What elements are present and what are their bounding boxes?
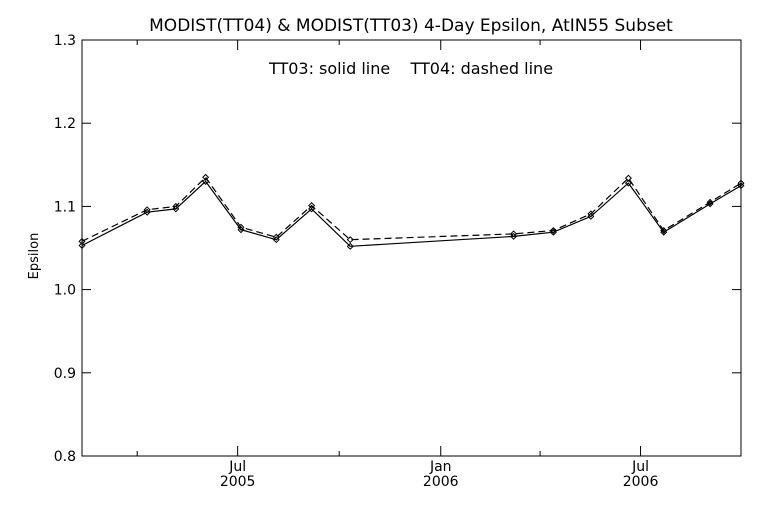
- data-point-tt04: [172, 202, 180, 210]
- y-tick-label: 1.0: [54, 283, 76, 299]
- series-layer: [78, 173, 745, 250]
- data-point-tt04: [237, 223, 245, 231]
- y-tick-label: 1.2: [54, 116, 76, 132]
- data-point-tt04: [143, 206, 151, 214]
- data-point-tt04: [706, 198, 714, 206]
- x-tick-label: Jul: [631, 459, 649, 475]
- y-tick-label: 0.8: [54, 449, 76, 465]
- data-point-tt03: [346, 242, 354, 250]
- x-tick-year-label: 2005: [220, 474, 256, 490]
- data-point-tt04: [202, 173, 210, 181]
- data-point-tt04: [660, 227, 668, 235]
- data-point-tt04: [549, 227, 557, 235]
- y-tick-label: 0.9: [54, 366, 76, 382]
- series-line-tt03: [81, 180, 742, 247]
- x-tick-label: Jan: [429, 459, 452, 475]
- plot-frame: [81, 39, 742, 457]
- y-tick-label: 1.1: [54, 199, 76, 215]
- x-tick-year-label: 2006: [623, 474, 659, 490]
- data-point-tt04: [78, 237, 86, 245]
- y-axis-label: Epsilon: [27, 233, 42, 280]
- data-point-tt04: [624, 174, 632, 182]
- data-point-tt04: [272, 233, 280, 241]
- data-point-tt04: [737, 179, 745, 187]
- y-axis-ticks: 0.8 0.9 1.0 1.1 1.2 1.3: [54, 33, 741, 465]
- data-point-tt04: [346, 236, 354, 244]
- data-point-tt03: [78, 241, 86, 250]
- data-point-tt04: [510, 230, 518, 238]
- y-tick-label: 1.3: [54, 33, 76, 49]
- x-tick-label: Jul: [228, 459, 246, 475]
- data-point-tt04: [587, 210, 595, 218]
- data-point-tt04: [308, 202, 316, 210]
- x-tick-year-label: 2006: [423, 474, 459, 490]
- chart-annotation: TT03: solid line TT04: dashed line: [268, 59, 553, 78]
- chart-title: MODIST(TT04) & MODIST(TT03) 4-Day Epsilo…: [149, 16, 673, 36]
- data-point-tt03: [624, 179, 632, 187]
- series-line-tt04: [81, 176, 742, 242]
